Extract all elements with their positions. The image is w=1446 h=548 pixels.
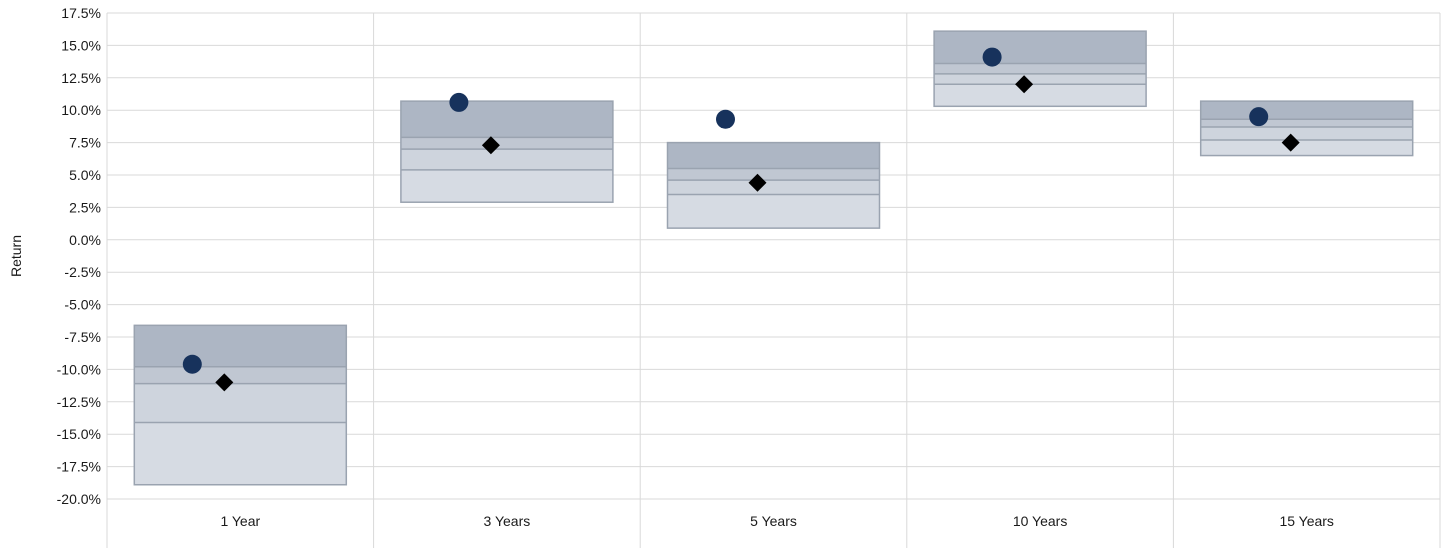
y-tick-label: 17.5% — [61, 5, 101, 21]
diamond-marker — [215, 373, 234, 392]
diamond-marker — [1015, 75, 1034, 94]
y-tick-label: 0.0% — [69, 232, 101, 248]
x-tick-label: 1 Year — [220, 513, 260, 529]
diamond-marker — [748, 173, 767, 192]
y-axis-tick-labels: 17.5% 15.0% 12.5% 10.0% 7.5% 5.0% 2.5% 0.0% -2.5… — [57, 5, 101, 507]
x-tick-label: 5 Years — [750, 513, 797, 529]
range-bar-3 — [666, 141, 881, 229]
range-segment-bottom — [134, 422, 347, 485]
range-segment-upper-mid — [134, 366, 347, 384]
range-segment-top — [667, 142, 880, 169]
range-segment-bottom — [934, 84, 1147, 107]
range-segment-top — [134, 325, 347, 367]
range-outline — [933, 30, 1147, 108]
diamond-marker — [1281, 133, 1300, 152]
range-outline — [133, 324, 348, 486]
x-axis-tick-labels: 1 Year 3 Years 5 Years 10 Years 15 Years — [220, 513, 1334, 529]
x-tick-label: 15 Years — [1279, 513, 1334, 529]
y-tick-label: -12.5% — [57, 394, 101, 410]
range-segment-top — [1200, 101, 1413, 120]
range-segment-lower-mid — [134, 383, 347, 423]
range-segment-bottom — [1200, 140, 1413, 156]
y-tick-label: -7.5% — [64, 329, 101, 345]
y-tick-label: 5.0% — [69, 167, 101, 183]
range-segment-lower-mid — [934, 73, 1147, 85]
y-tick-label: -2.5% — [64, 264, 101, 280]
range-segment-upper-mid — [667, 168, 880, 181]
range-bar-2 — [400, 100, 614, 203]
y-tick-label: 12.5% — [61, 70, 101, 86]
range-bar-5 — [1199, 100, 1414, 157]
range-segment-upper-mid — [934, 63, 1147, 74]
x-tick-label: 10 Years — [1013, 513, 1068, 529]
circle-marker — [449, 92, 469, 112]
circle-marker — [982, 47, 1002, 67]
range-outline — [1199, 100, 1414, 157]
range-bar-1 — [133, 324, 348, 486]
x-tick-label: 3 Years — [484, 513, 531, 529]
range-segment-top — [934, 31, 1147, 64]
y-tick-label: -17.5% — [57, 459, 101, 475]
circle-marker — [1249, 107, 1269, 127]
range-segment-lower-mid — [667, 180, 880, 195]
y-tick-label: 10.0% — [61, 102, 101, 118]
data-markers — [182, 47, 1300, 392]
y-tick-label: -15.0% — [57, 426, 101, 442]
y-tick-label: 15.0% — [61, 37, 101, 53]
y-tick-label: -20.0% — [57, 491, 101, 507]
range-segment-bottom — [400, 169, 613, 203]
range-segment-upper-mid — [400, 137, 613, 150]
circle-marker — [182, 354, 202, 374]
range-bars — [133, 30, 1414, 486]
range-segment-bottom — [667, 194, 880, 229]
diamond-marker — [481, 136, 500, 155]
range-segment-lower-mid — [400, 149, 613, 170]
range-segment-top — [400, 101, 613, 138]
y-tick-label: 7.5% — [69, 135, 101, 151]
range-bar-4 — [933, 30, 1147, 108]
range-outline — [666, 141, 881, 229]
circle-marker — [716, 109, 735, 129]
y-axis-title: Return — [8, 235, 24, 277]
y-tick-label: -10.0% — [57, 361, 101, 377]
range-outline — [400, 100, 614, 203]
y-tick-label: 2.5% — [69, 199, 101, 215]
y-tick-label: -5.0% — [64, 297, 101, 313]
range-segment-upper-mid — [1200, 119, 1413, 128]
range-segment-lower-mid — [1200, 127, 1413, 141]
